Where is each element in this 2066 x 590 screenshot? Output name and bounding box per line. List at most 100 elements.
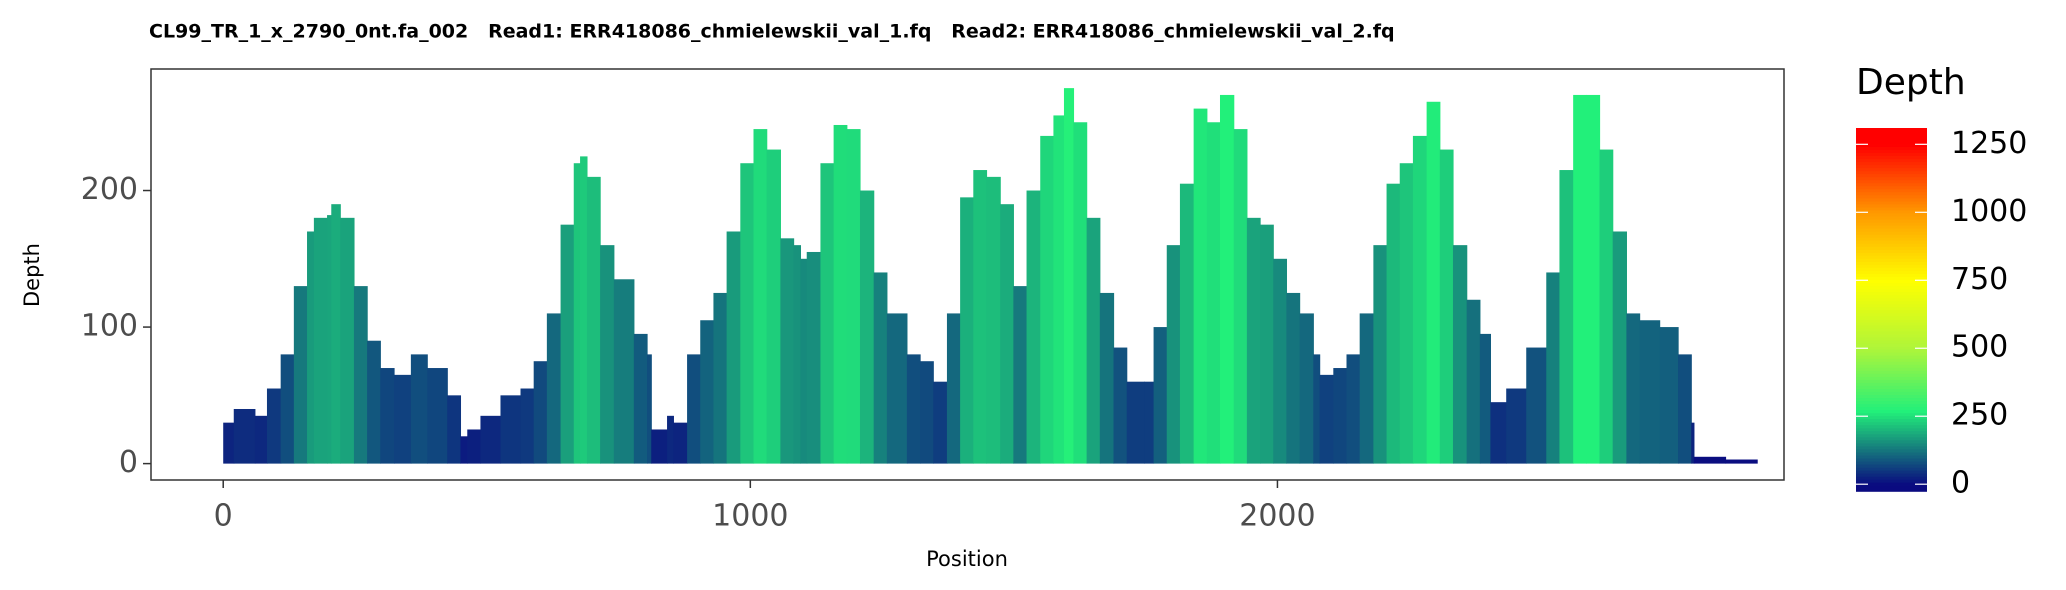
depth-bar xyxy=(667,415,674,464)
colorbar-segment xyxy=(1856,433,1927,438)
colorbar-segment xyxy=(1856,267,1927,271)
depth-bar xyxy=(820,163,835,464)
depth-bar xyxy=(380,368,395,464)
x-tick-label: 1000 xyxy=(712,499,788,534)
colorbar-segment xyxy=(1856,188,1927,193)
depth-bar xyxy=(920,361,934,464)
colorbar-segment xyxy=(1856,330,1927,335)
colorbar-segment xyxy=(1856,351,1927,356)
colorbar-segment xyxy=(1856,457,1927,462)
depth-bar xyxy=(1359,313,1374,464)
depth-bar xyxy=(340,217,355,464)
depth-bar xyxy=(520,388,535,464)
depth-bar xyxy=(1053,115,1065,464)
colorbar-segment xyxy=(1856,236,1927,241)
depth-bar xyxy=(1333,368,1348,464)
colorbar-segment xyxy=(1856,149,1927,153)
colorbar-segment xyxy=(1856,291,1927,296)
colorbar-segment xyxy=(1856,315,1927,320)
colorbar-segment xyxy=(1856,161,1927,166)
colorbar-segment xyxy=(1856,448,1927,453)
depth-bar xyxy=(713,292,728,464)
colorbar-segment xyxy=(1856,252,1927,256)
plot-panel xyxy=(150,68,1785,481)
depth-bar xyxy=(700,320,715,464)
depth-bar xyxy=(1286,292,1301,464)
y-tick-label: 0 xyxy=(119,445,138,480)
depth-bar xyxy=(1113,347,1128,464)
colorbar-segment xyxy=(1856,137,1927,141)
colorbar-segment xyxy=(1856,475,1927,480)
depth-bar xyxy=(1273,258,1288,464)
colorbar-segment xyxy=(1856,339,1927,344)
depth-bar xyxy=(573,163,581,464)
colorbar-label: 0 xyxy=(1951,466,1970,501)
colorbar-segment xyxy=(1856,270,1927,274)
colorbar-segment xyxy=(1856,215,1927,220)
depth-bar xyxy=(480,415,502,464)
depth-bar xyxy=(1319,374,1334,464)
depth-bar xyxy=(233,408,256,464)
colorbar-segment xyxy=(1856,273,1927,278)
depth-bar xyxy=(651,429,668,464)
depth-bar xyxy=(633,333,648,464)
depth-bar xyxy=(906,354,921,464)
depth-bar xyxy=(533,361,548,464)
colorbar-segment xyxy=(1856,170,1927,175)
colorbar-segment xyxy=(1856,382,1927,386)
colorbar-segment xyxy=(1856,140,1927,144)
colorbar-segment xyxy=(1856,146,1927,150)
colorbar-segment xyxy=(1856,261,1927,265)
depth-bar xyxy=(546,313,562,464)
depth-bar xyxy=(1678,354,1692,464)
colorbar-segment xyxy=(1856,481,1927,486)
depth-bar xyxy=(427,368,448,464)
depth-bar xyxy=(1346,354,1361,464)
colorbar-segment xyxy=(1856,403,1927,408)
depth-bar xyxy=(1412,135,1428,464)
depth-bar xyxy=(367,340,381,464)
colorbar-segment xyxy=(1856,128,1927,132)
colorbar-segment xyxy=(1856,376,1927,380)
colorbar-segment xyxy=(1856,379,1927,383)
depth-bar xyxy=(410,354,428,464)
depth-bar xyxy=(933,381,948,464)
depth-bar xyxy=(1144,381,1155,464)
colorbar-segment xyxy=(1856,227,1927,232)
colorbar-segment xyxy=(1856,224,1927,229)
colorbar-segment xyxy=(1856,276,1927,281)
depth-bar xyxy=(1126,381,1145,464)
colorbar-segment xyxy=(1856,221,1927,226)
depth-bar xyxy=(1026,190,1041,464)
colorbar-segment xyxy=(1856,370,1927,374)
colorbar-segment xyxy=(1856,418,1927,423)
depth-bar xyxy=(1000,204,1014,464)
colorbar-segment xyxy=(1856,345,1927,350)
colorbar-label: 250 xyxy=(1951,398,2008,433)
colorbar-segment xyxy=(1856,409,1927,414)
depth-bar xyxy=(780,238,795,464)
colorbar-segment xyxy=(1856,430,1927,435)
colorbar-segment xyxy=(1856,360,1927,365)
depth-bar xyxy=(1313,354,1321,464)
depth-bar xyxy=(331,204,341,464)
colorbar-segment xyxy=(1856,206,1927,211)
colorbar-segment xyxy=(1856,406,1927,411)
depth-bar xyxy=(833,124,848,464)
depth-bar xyxy=(1693,456,1727,464)
depth-bar xyxy=(1691,422,1695,464)
depth-bar xyxy=(1299,313,1314,464)
depth-bar xyxy=(1099,292,1115,464)
depth-bar xyxy=(986,176,1001,464)
colorbar-segment xyxy=(1856,203,1927,208)
chart-title: CL99_TR_1_x_2790_0nt.fa_002 Read1: ERR41… xyxy=(149,21,1395,43)
colorbar-segment xyxy=(1856,327,1927,332)
depth-bar xyxy=(1452,245,1468,464)
depth-bar xyxy=(960,197,974,464)
colorbar-segment xyxy=(1856,233,1927,238)
depth-bar xyxy=(1246,217,1261,464)
depth-bar xyxy=(1725,459,1758,464)
colorbar-segment xyxy=(1856,185,1927,190)
colorbar-segment xyxy=(1856,194,1927,199)
depth-bar xyxy=(1386,183,1401,464)
